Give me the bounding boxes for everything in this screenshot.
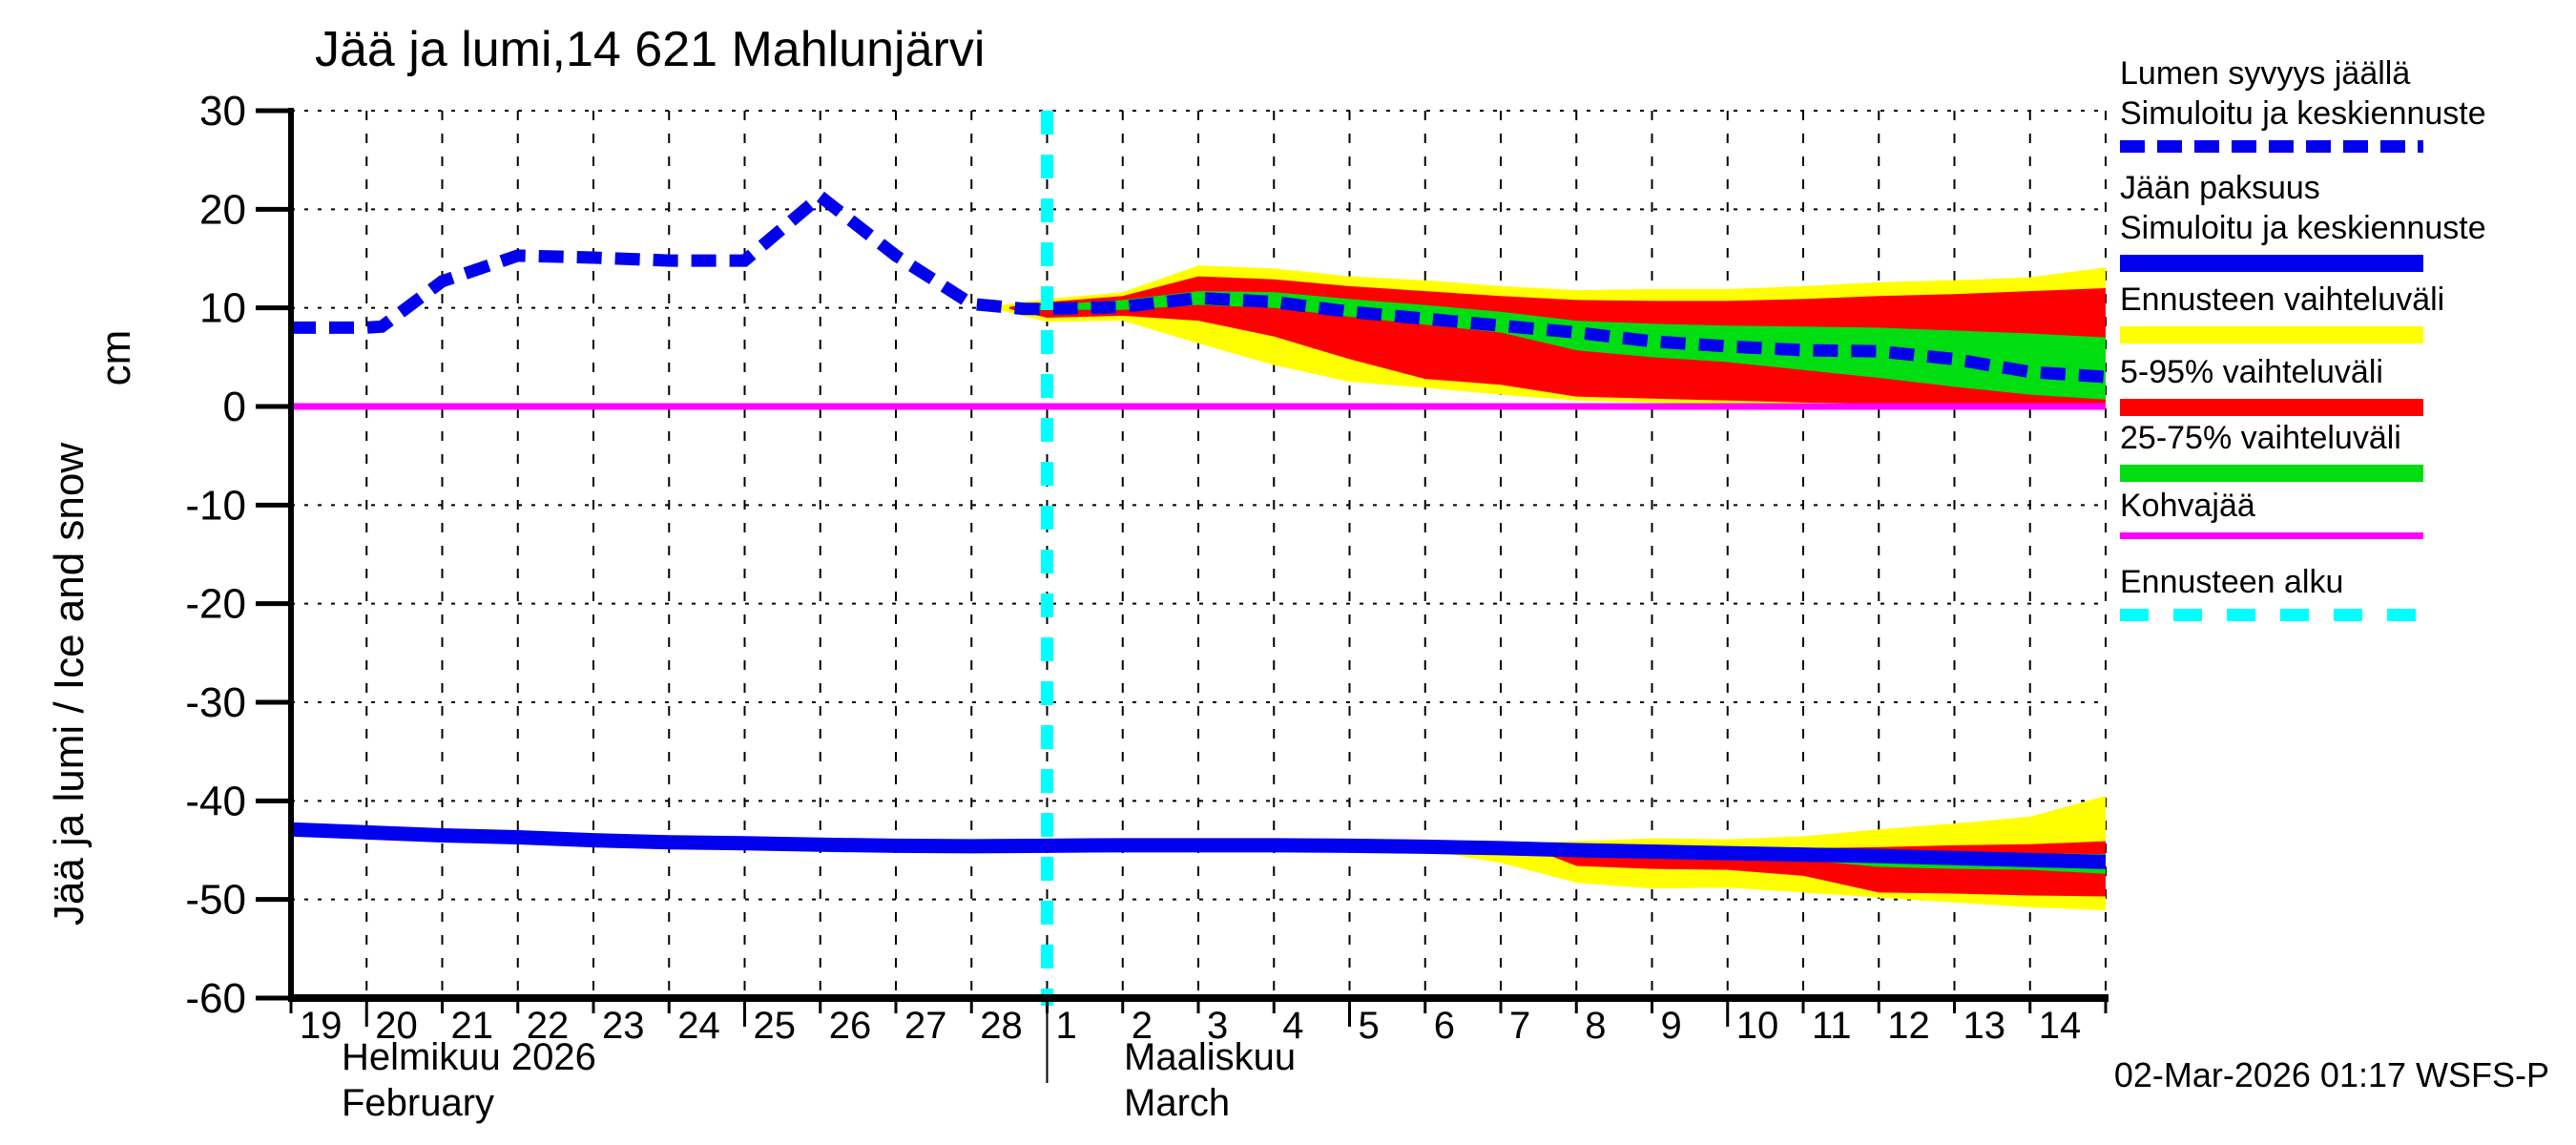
x-tick-label-24: 24 — [677, 1005, 720, 1047]
x-tick-label-6: 6 — [1434, 1005, 1455, 1047]
y-tick-label-20: 20 — [199, 186, 246, 233]
legend-label: Ennusteen vaihteluväli — [2120, 281, 2445, 318]
snow-depth-line — [291, 188, 2107, 384]
month-label-march-fi: Maaliskuu — [1124, 1036, 1297, 1078]
x-tick-label-8: 8 — [1585, 1005, 1606, 1047]
x-tick-label-1: 1 — [1056, 1005, 1077, 1047]
x-tick-label-12: 12 — [1887, 1005, 1930, 1047]
x-tick-label-20: 20 — [375, 1005, 418, 1047]
snow-band-25-75 — [1016, 291, 2106, 400]
x-tick-label-28: 28 — [980, 1005, 1023, 1047]
legend-label: Lumen syvyys jäällä — [2120, 55, 2411, 92]
x-tick-label-13: 13 — [1963, 1005, 2006, 1047]
x-tick-label-21: 21 — [451, 1005, 494, 1047]
legend-label: Jään paksuus — [2120, 170, 2320, 206]
legend-swatch-green-bar — [2120, 465, 2423, 482]
legend-item-yellow-bar: Ennusteen vaihteluväli — [2120, 280, 2568, 344]
y-tick-label--50: -50 — [185, 877, 246, 924]
legend-label: Simuloitu ja keskiennuste — [2120, 210, 2486, 246]
x-tick-label-22: 22 — [527, 1005, 570, 1047]
x-tick-label-19: 19 — [300, 1005, 343, 1047]
y-tick-label--10: -10 — [185, 482, 246, 529]
month-label-march-en: March — [1124, 1082, 1231, 1124]
legend-item-red-bar: 5-95% vaihteluväli — [2120, 352, 2568, 416]
x-tick-label-2: 2 — [1132, 1005, 1153, 1047]
legend-label: Ennusteen alku — [2120, 564, 2344, 600]
x-tick-label-4: 4 — [1282, 1005, 1303, 1047]
legend-swatch-magenta-line — [2120, 532, 2423, 539]
legend-item-blue-dashed: Lumen syvyys jäällä Simuloitu ja keskienn… — [2120, 53, 2568, 153]
x-tick-label-26: 26 — [829, 1005, 872, 1047]
x-tick-label-9: 9 — [1661, 1005, 1682, 1047]
y-tick-label-0: 0 — [223, 384, 246, 430]
x-tick-label-5: 5 — [1359, 1005, 1380, 1047]
legend-swatch-yellow-bar — [2120, 326, 2423, 344]
month-label-february-fi: Helmikuu 2026 — [342, 1036, 596, 1078]
x-tick-label-23: 23 — [602, 1005, 645, 1047]
legend-item-blue-solid: Jään paksuus Simuloitu ja keskiennuste — [2120, 168, 2568, 272]
x-tick-label-25: 25 — [754, 1005, 797, 1047]
y-tick-label--30: -30 — [185, 679, 246, 726]
month-label-february-en: February — [342, 1082, 495, 1124]
y-tick-label-30: 30 — [199, 88, 246, 135]
x-tick-label-11: 11 — [1812, 1005, 1852, 1047]
legend-item-magenta-line: Kohvajää — [2120, 486, 2568, 539]
chart-title: Jää ja lumi,14 621 Mahlunjärvi — [315, 22, 986, 77]
y-tick-label--40: -40 — [185, 778, 246, 824]
chart-legend: Lumen syvyys jäällä Simuloitu ja keskienn… — [2120, 0, 2568, 649]
legend-label: Simuloitu ja keskiennuste — [2120, 95, 2486, 132]
x-tick-label-10: 10 — [1736, 1005, 1779, 1047]
legend-item-green-bar: 25-75% vaihteluväli — [2120, 418, 2568, 482]
x-tick-label-14: 14 — [2039, 1005, 2082, 1047]
y-tick-label--20: -20 — [185, 581, 246, 628]
y-tick-label--60: -60 — [185, 975, 246, 1022]
y-tick-label-10: 10 — [199, 285, 246, 332]
legend-item-cyan-dashed: Ennusteen alku — [2120, 562, 2568, 621]
x-tick-label-7: 7 — [1509, 1005, 1530, 1047]
legend-label: 5-95% vaihteluväli — [2120, 354, 2383, 390]
legend-label: 25-75% vaihteluväli — [2120, 420, 2401, 456]
x-tick-label-27: 27 — [904, 1005, 947, 1047]
legend-swatch-cyan-dashed — [2120, 609, 2423, 621]
legend-swatch-red-bar — [2120, 399, 2423, 416]
legend-label: Kohvajää — [2120, 488, 2255, 524]
y-axis-label: Jää ja lumi / Ice and snow — [46, 442, 93, 926]
timestamp-label: 02-Mar-2026 01:17 WSFS-P — [2113, 1055, 2549, 1094]
ice-thickness-line — [290, 822, 2107, 869]
legend-swatch-blue-solid — [2120, 255, 2423, 272]
x-tick-label-3: 3 — [1207, 1005, 1228, 1047]
y-axis-unit-label: cm — [93, 329, 139, 386]
legend-swatch-blue-dashed — [2120, 140, 2423, 153]
